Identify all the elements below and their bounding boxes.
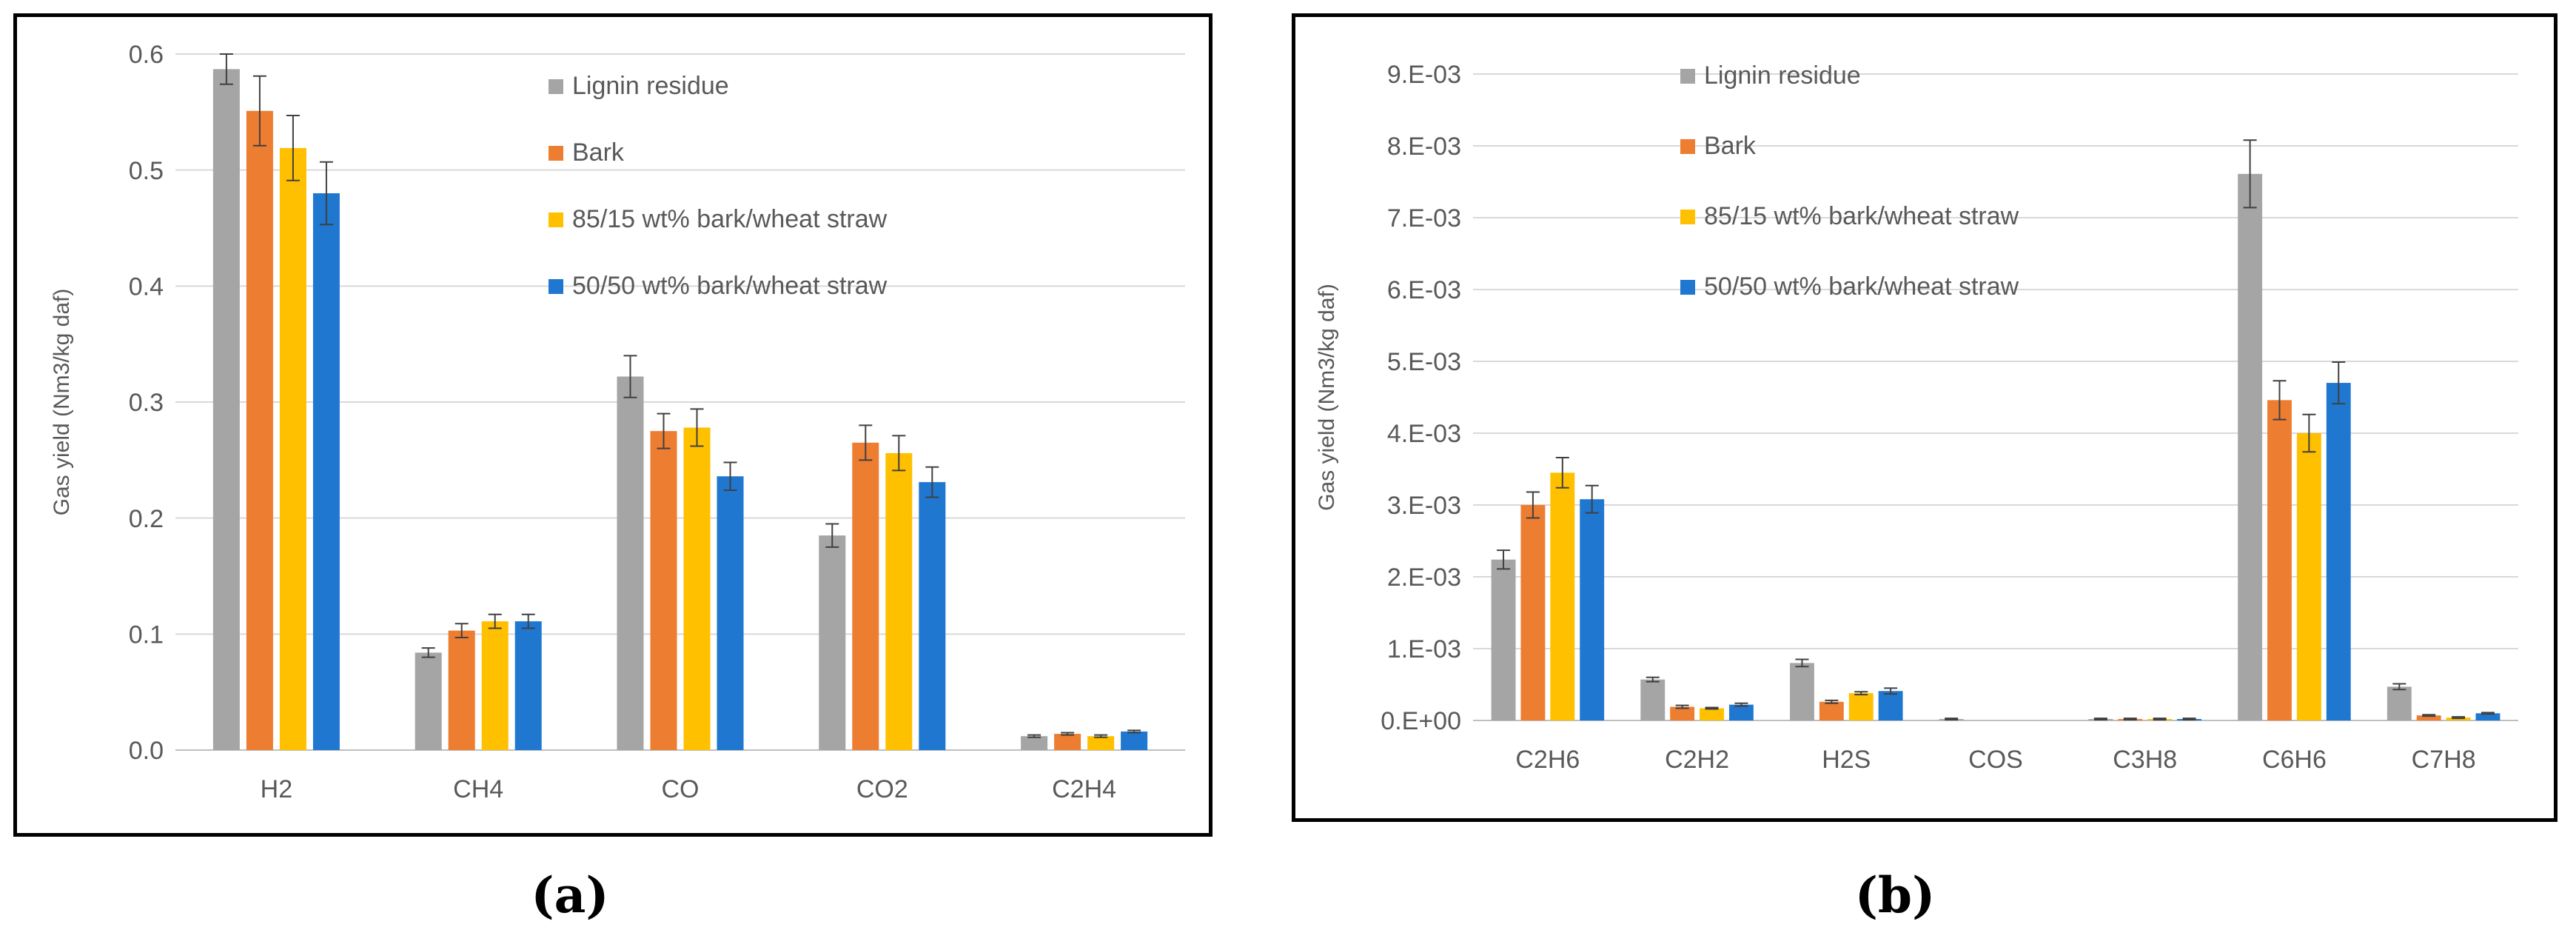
chart-a-bar bbox=[852, 442, 879, 750]
chart-b-bar bbox=[1790, 663, 1814, 720]
chart-b-bar bbox=[1848, 693, 1874, 720]
chart-a-ytick-label: 0.2 bbox=[129, 505, 164, 533]
chart-a-ytick-label: 0.5 bbox=[129, 157, 164, 185]
chart-b-legend-swatch bbox=[1680, 280, 1695, 295]
chart-b-legend-swatch bbox=[1680, 210, 1695, 224]
chart-a-bar bbox=[919, 482, 946, 750]
panel-caption-a: (a) bbox=[531, 866, 609, 924]
chart-b-xtick-label: C2H2 bbox=[1665, 746, 1729, 774]
chart-b-xtick-label: C2H6 bbox=[1515, 746, 1580, 774]
chart-b-legend-label: 50/50 wt% bark/wheat straw bbox=[1704, 272, 2019, 301]
chart-a-ytick-label: 0.3 bbox=[129, 389, 164, 417]
chart-a-ylabel: Gas yield (Nm3/kg daf) bbox=[50, 289, 74, 516]
chart-b-bar bbox=[1520, 505, 1546, 720]
chart-a-xtick-label: CH4 bbox=[453, 775, 503, 803]
chart-b-ytick-label: 8.E-03 bbox=[1387, 133, 1461, 161]
chart-a-legend-swatch bbox=[549, 213, 563, 227]
chart-a-bar bbox=[1087, 736, 1115, 750]
chart-b-bar bbox=[2416, 715, 2441, 720]
chart-a-bar bbox=[650, 431, 677, 750]
chart-b-ytick-label: 5.E-03 bbox=[1387, 348, 1461, 376]
chart-panel-a: 0.0 0.1 0.2 0.3 0.4 0.5 0.6 Gas yield (Nm3/kg d… bbox=[13, 13, 1212, 837]
chart-a-xtick-label: H2 bbox=[261, 775, 292, 803]
chart-b-bar bbox=[2387, 686, 2412, 720]
chart-b-bar bbox=[2475, 713, 2500, 720]
chart-b-legend-label: Lignin residue bbox=[1704, 61, 1861, 90]
chart-b-ytick-label: 2.E-03 bbox=[1387, 563, 1461, 592]
chart-b-bar bbox=[1700, 708, 1724, 720]
chart-a-bar bbox=[415, 652, 442, 750]
chart-a-legend-label: 85/15 wt% bark/wheat straw bbox=[572, 205, 888, 233]
chart-b-legend-label: Bark bbox=[1704, 132, 1757, 160]
chart-a-svg: 0.0 0.1 0.2 0.3 0.4 0.5 0.6 Gas yield (Nm3/kg d… bbox=[50, 41, 1185, 803]
chart-panel-b: 0.E+00 1.E-03 2.E-03 3.E-03 4.E-03 5.E-03 6.E-… bbox=[1292, 13, 2557, 822]
chart-b-ytick-label: 6.E-03 bbox=[1387, 276, 1461, 304]
chart-a-bar bbox=[819, 535, 846, 750]
chart-a-bar bbox=[617, 376, 644, 750]
chart-b-bar bbox=[2238, 173, 2263, 720]
chart-b-bar bbox=[1491, 559, 1516, 720]
chart-a-bar bbox=[1121, 731, 1148, 750]
chart-b-xtick-label: C7H8 bbox=[2412, 746, 2476, 774]
chart-a-legend-swatch bbox=[549, 146, 563, 161]
chart-a-bar bbox=[717, 476, 744, 750]
panel-caption-b: (b) bbox=[1854, 866, 1936, 924]
chart-a-bar bbox=[481, 621, 509, 750]
chart-a-legend-swatch bbox=[549, 279, 563, 294]
chart-b-legend-label: 85/15 wt% bark/wheat straw bbox=[1704, 202, 2019, 230]
chart-a-xtick-label: C2H4 bbox=[1052, 775, 1116, 803]
chart-b-ytick-label: 0.E+00 bbox=[1381, 707, 1461, 735]
chart-b-svg: 0.E+00 1.E-03 2.E-03 3.E-03 4.E-03 5.E-03 6.E-… bbox=[1315, 61, 2518, 774]
chart-b-bar bbox=[2326, 383, 2351, 720]
chart-a-xtick-label: CO bbox=[662, 775, 700, 803]
chart-a-bar bbox=[683, 427, 711, 750]
chart-b-bar bbox=[1819, 701, 1844, 720]
chart-a-bar bbox=[246, 110, 273, 750]
chart-b-bar bbox=[1878, 691, 1903, 720]
chart-b-legend-swatch bbox=[1680, 139, 1695, 154]
chart-b-legend-swatch bbox=[1680, 69, 1695, 84]
chart-b-ylabel: Gas yield (Nm3/kg daf) bbox=[1315, 284, 1339, 511]
chart-a-ytick-label: 0.0 bbox=[129, 737, 164, 765]
chart-b-bar bbox=[2267, 400, 2292, 720]
chart-a-bar bbox=[312, 193, 340, 750]
chart-b-ytick-label: 1.E-03 bbox=[1387, 635, 1461, 663]
chart-b-ytick-label: 4.E-03 bbox=[1387, 420, 1461, 448]
chart-b-xtick-label: COS bbox=[1968, 746, 2023, 774]
chart-b-ytick-label: 3.E-03 bbox=[1387, 492, 1461, 520]
chart-b-bar bbox=[1728, 704, 1754, 720]
chart-a-bar bbox=[514, 621, 542, 750]
chart-a-ytick-label: 0.6 bbox=[129, 41, 164, 69]
chart-a-ytick-label: 0.1 bbox=[129, 621, 164, 649]
chart-a-legend-label: 50/50 wt% bark/wheat straw bbox=[572, 272, 888, 300]
chart-a-bar bbox=[885, 452, 913, 750]
chart-b-bar bbox=[1580, 499, 1605, 720]
chart-b-ytick-label: 7.E-03 bbox=[1387, 204, 1461, 233]
chart-b-bar bbox=[1640, 679, 1666, 720]
chart-b-bar bbox=[1550, 472, 1575, 720]
chart-b-ytick-label: 9.E-03 bbox=[1387, 61, 1461, 89]
chart-a-xtick-label: CO2 bbox=[856, 775, 908, 803]
chart-a-legend-label: Lignin residue bbox=[572, 72, 729, 100]
chart-a-legend-label: Bark bbox=[572, 138, 625, 167]
chart-a-bar bbox=[1021, 736, 1048, 750]
chart-a-bar bbox=[212, 69, 240, 750]
chart-a-ytick-label: 0.4 bbox=[129, 273, 164, 301]
chart-b-xtick-label: C3H8 bbox=[2113, 746, 2177, 774]
chart-a-bar bbox=[448, 630, 475, 750]
chart-a-legend-swatch bbox=[549, 79, 563, 94]
chart-b-bar bbox=[1670, 706, 1695, 720]
chart-a-bar bbox=[1054, 734, 1081, 750]
chart-a-bar bbox=[279, 147, 306, 750]
chart-b-xtick-label: H2S bbox=[1822, 746, 1871, 774]
chart-b-xtick-label: C6H6 bbox=[2262, 746, 2327, 774]
chart-b-bar bbox=[2296, 433, 2321, 720]
